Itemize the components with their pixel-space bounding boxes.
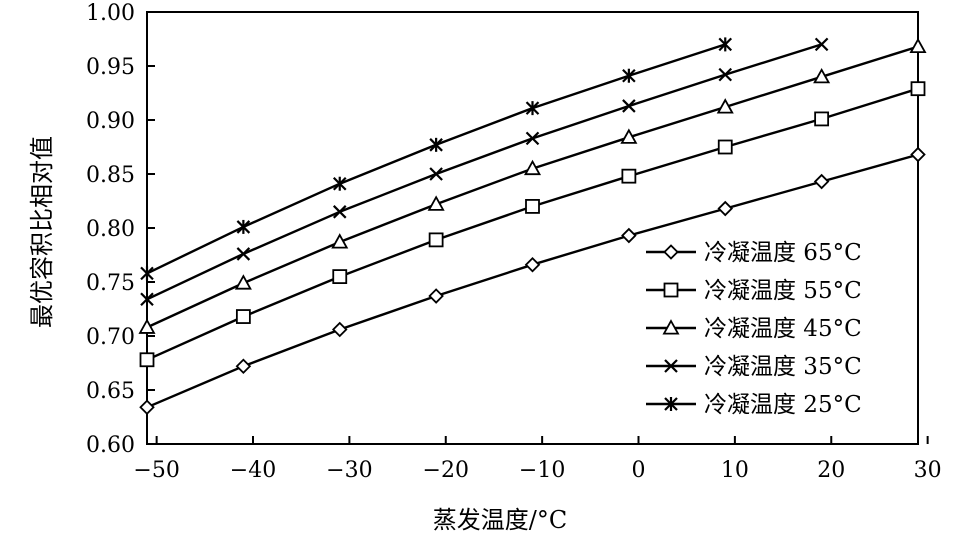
- series-x: [140, 37, 829, 307]
- y-tick-label: 0.80: [86, 217, 135, 242]
- y-tick-label: 0.75: [86, 271, 135, 296]
- data-point: [525, 131, 540, 146]
- legend-marker: [663, 282, 679, 298]
- data-point: [620, 128, 638, 144]
- data-point: [814, 37, 829, 52]
- legend-label: 冷凝温度 55°C: [704, 278, 862, 304]
- legend-marker: [664, 359, 678, 373]
- y-axis-title: 最优容积比相对值: [28, 136, 56, 328]
- data-point: [427, 195, 445, 211]
- data-point: [140, 266, 154, 281]
- x-tick-label: −20: [423, 458, 469, 483]
- x-tick-label: −10: [519, 458, 565, 483]
- data-point: [622, 68, 636, 83]
- y-tick-label: 0.60: [86, 433, 135, 458]
- y-tick-label: 0.90: [86, 109, 135, 134]
- x-axis-ticks: −50 −40 −30 −20 −10 0 10 20 30: [133, 436, 942, 483]
- data-point: [428, 232, 444, 248]
- data-point: [524, 256, 541, 273]
- y-tick-label: 0.85: [86, 163, 135, 188]
- legend-label: 冷凝温度 35°C: [704, 354, 862, 380]
- x-tick-label: −50: [133, 458, 179, 483]
- data-point: [428, 288, 444, 304]
- y-tick-label: 1.00: [86, 1, 135, 26]
- data-point: [718, 37, 733, 52]
- x-tick-label: 0: [632, 458, 646, 483]
- legend-label: 冷凝温度 25°C: [704, 392, 862, 418]
- x-tick-label: 30: [914, 458, 942, 483]
- data-point: [717, 200, 734, 217]
- data-point: [331, 321, 348, 338]
- series-diamond: [139, 146, 926, 416]
- legend: 冷凝温度 65°C 冷凝温度 55°C 冷凝温度 45°C 冷凝温度 35°C 冷凝温度…: [646, 240, 862, 418]
- data-point: [429, 167, 443, 181]
- legend-item: 冷凝温度 25°C: [646, 392, 862, 418]
- data-point: [332, 205, 347, 219]
- x-tick-label: −30: [326, 458, 372, 483]
- legend-label: 冷凝温度 65°C: [704, 240, 862, 266]
- series-square: [139, 81, 926, 368]
- data-point: [140, 292, 154, 307]
- data-point: [621, 227, 637, 244]
- data-point: [813, 173, 830, 190]
- series-layer: [138, 37, 927, 416]
- data-point: [716, 98, 734, 114]
- x-tick-label: 10: [721, 458, 749, 483]
- legend-marker: [663, 244, 679, 260]
- data-point: [331, 233, 349, 249]
- data-point: [139, 399, 155, 416]
- data-point: [910, 146, 926, 163]
- data-point: [525, 198, 540, 214]
- series-asterisk: [140, 37, 733, 281]
- legend-label: 冷凝温度 45°C: [704, 316, 862, 342]
- x-tick-label: −40: [230, 458, 276, 483]
- series-triangle: [138, 37, 927, 334]
- legend-item: 冷凝温度 35°C: [646, 354, 862, 380]
- data-point: [813, 67, 831, 84]
- data-point: [622, 99, 636, 113]
- data-point: [236, 247, 251, 261]
- legend-item: 冷凝温度 65°C: [646, 240, 862, 266]
- legend-item: 冷凝温度 55°C: [646, 278, 862, 304]
- data-point: [332, 176, 347, 191]
- data-point: [525, 101, 540, 116]
- x-tick-label: 20: [817, 458, 845, 483]
- data-point: [234, 274, 252, 290]
- data-point: [718, 67, 733, 82]
- data-point: [429, 137, 443, 152]
- y-tick-label: 0.65: [86, 379, 135, 404]
- legend-marker: [662, 319, 680, 335]
- x-axis-title: 蒸发温度/°C: [433, 506, 567, 534]
- y-axis-ticks: 0.60 0.65 0.70 0.75 0.80 0.85 0.90 0.95 1.00: [86, 1, 155, 458]
- data-point: [910, 81, 926, 97]
- y-tick-label: 0.95: [86, 55, 135, 80]
- data-point: [717, 139, 733, 155]
- data-point: [909, 37, 927, 54]
- data-point: [621, 168, 637, 184]
- data-point: [235, 309, 251, 324]
- series-line: [146, 43, 822, 301]
- data-point: [814, 111, 830, 127]
- data-point: [332, 269, 348, 285]
- data-point: [236, 219, 251, 234]
- legend-marker: [664, 397, 678, 411]
- data-point: [235, 358, 252, 375]
- y-tick-label: 0.70: [86, 325, 135, 350]
- data-point: [138, 318, 156, 334]
- data-point: [523, 159, 542, 176]
- legend-item: 冷凝温度 45°C: [646, 316, 862, 342]
- data-point: [139, 352, 155, 368]
